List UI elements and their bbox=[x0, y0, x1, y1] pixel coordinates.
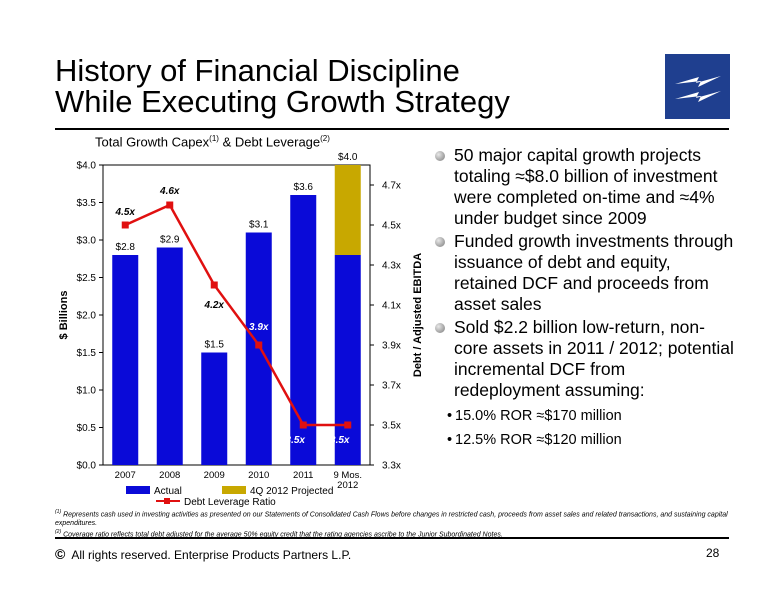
y-tick-label: $3.5 bbox=[77, 198, 97, 209]
bullet-dot-icon bbox=[435, 323, 445, 333]
x-tick-label: 2008 bbox=[159, 470, 180, 481]
bar-projected bbox=[334, 165, 361, 255]
header-divider bbox=[55, 128, 729, 130]
y-tick-label: $2.5 bbox=[77, 273, 97, 284]
sub-bullet-item: • 12.5% ROR ≈$120 million bbox=[435, 431, 735, 449]
bullet-item: Sold $2.2 billion low-return, non-core a… bbox=[435, 317, 735, 401]
footnote-1: (1) Represents cash used in investing ac… bbox=[55, 508, 735, 528]
line-data-label: 4.6x bbox=[159, 186, 180, 197]
bar-data-label: $1.5 bbox=[205, 340, 225, 351]
y-right-axis-title: Debt / Adjusted EBITDA bbox=[412, 253, 424, 377]
bullet-text: Funded growth investments through issuan… bbox=[454, 231, 734, 314]
copyright-symbol: © bbox=[55, 546, 66, 562]
line-data-label: 4.5x bbox=[115, 207, 136, 218]
bar-actual bbox=[156, 247, 183, 465]
line-point bbox=[166, 201, 174, 209]
bullet-item: Funded growth investments through issuan… bbox=[435, 231, 735, 315]
y-right-tick-label: 4.5x bbox=[382, 221, 401, 232]
bar-actual bbox=[290, 195, 317, 465]
legend-swatch-line-marker bbox=[164, 498, 170, 504]
y-tick-label: $1.5 bbox=[77, 348, 97, 359]
footnote-text: Coverage ratio reflects total debt adjus… bbox=[61, 531, 503, 539]
chart-title-text-2: & Debt Leverage bbox=[218, 134, 321, 150]
line-point bbox=[210, 281, 218, 289]
line-data-label: 3.9x bbox=[249, 322, 269, 333]
sub-bullet-text: 12.5% ROR ≈$120 million bbox=[455, 432, 622, 448]
chart-title-footnote-2: (2) bbox=[320, 134, 330, 143]
sub-bullet-text: 15.0% ROR ≈$170 million bbox=[455, 408, 622, 424]
y-tick-label: $1.0 bbox=[77, 386, 97, 397]
bar-data-label: $4.0 bbox=[338, 152, 358, 163]
lightning-bolt-logo-icon bbox=[675, 76, 721, 102]
y-tick-label: $4.0 bbox=[77, 161, 97, 172]
chart-title: Total Growth Capex(1) & Debt Leverage(2) bbox=[95, 134, 330, 149]
y-right-tick-label: 3.5x bbox=[382, 421, 401, 432]
bullet-text: Sold $2.2 billion low-return, non-core a… bbox=[454, 317, 734, 400]
line-point bbox=[121, 221, 129, 229]
bullet-list: 50 major capital growth projects totalin… bbox=[435, 145, 735, 455]
company-logo bbox=[665, 54, 730, 119]
footnote-mark: (1) bbox=[55, 509, 62, 515]
y-right-tick-label: 3.9x bbox=[382, 341, 401, 352]
bar-data-label: $2.8 bbox=[116, 242, 136, 253]
page-title-line1: History of Financial Discipline bbox=[55, 53, 460, 88]
sub-bullet-item: • 15.0% ROR ≈$170 million bbox=[435, 407, 735, 425]
x-tick-label: 2007 bbox=[115, 470, 136, 481]
legend-label-actual: Actual bbox=[154, 486, 182, 497]
legend-label-line: Debt Leverage Ratio bbox=[184, 497, 276, 508]
x-tick-label: 2010 bbox=[248, 470, 269, 481]
page-title-line2: While Executing Growth Strategy bbox=[55, 84, 510, 119]
y-right-tick-label: 4.1x bbox=[382, 301, 401, 312]
bullet-dot-icon bbox=[435, 237, 445, 247]
line-point bbox=[255, 341, 263, 349]
chart-title-footnote-1: (1) bbox=[209, 134, 219, 143]
footnote-mark: (2) bbox=[55, 529, 62, 536]
legend-label-projected: 4Q 2012 Projected bbox=[250, 486, 333, 497]
bar-data-label: $3.1 bbox=[249, 220, 269, 231]
y-right-tick-label: 4.7x bbox=[382, 181, 401, 192]
x-tick-label: 9 Mos. 2012 bbox=[333, 470, 362, 491]
copyright-text: All rights reserved. Enterprise Products… bbox=[71, 548, 352, 562]
footnotes: (1) Represents cash used in investing ac… bbox=[55, 508, 735, 540]
legend-swatch-actual bbox=[126, 486, 150, 494]
bullet-item: 50 major capital growth projects totalin… bbox=[435, 145, 735, 229]
page-title: History of Financial Discipline While Ex… bbox=[55, 55, 510, 117]
y-tick-label: $2.0 bbox=[77, 311, 97, 322]
copyright: © All rights reserved. Enterprise Product… bbox=[55, 546, 351, 562]
line-point bbox=[344, 421, 352, 429]
y-tick-label: $3.0 bbox=[77, 236, 97, 247]
footnote-text: Represents cash used in investing activi… bbox=[55, 511, 728, 527]
chart-title-text: Total Growth Capex bbox=[95, 134, 210, 150]
sub-bullet-dot-icon: • bbox=[447, 408, 453, 424]
y-right-tick-label: 4.3x bbox=[382, 261, 401, 272]
y-right-tick-label: 3.7x bbox=[382, 381, 401, 392]
bar-actual bbox=[112, 255, 139, 465]
line-data-label: 3.5x bbox=[330, 435, 350, 446]
bar-actual bbox=[201, 352, 228, 465]
bar-actual bbox=[245, 232, 272, 465]
page-number: 28 bbox=[706, 546, 720, 560]
bullet-dot-icon bbox=[435, 151, 445, 161]
x-tick-label: 2009 bbox=[204, 470, 225, 481]
y-tick-label: $0.5 bbox=[77, 423, 97, 434]
line-data-label: 3.5x bbox=[286, 435, 306, 446]
line-data-label: 4.2x bbox=[204, 300, 225, 311]
sub-bullet-dot-icon: • bbox=[447, 432, 453, 448]
bar-data-label: $2.9 bbox=[160, 235, 180, 246]
y-axis-title: $ Billions bbox=[58, 291, 70, 340]
y-tick-label: $0.0 bbox=[77, 461, 97, 472]
bar-data-label: $3.6 bbox=[294, 182, 314, 193]
x-tick-label: 2011 bbox=[293, 470, 313, 481]
bar-actual bbox=[334, 255, 361, 465]
y-right-tick-label: 3.3x bbox=[382, 461, 401, 472]
bullet-text: 50 major capital growth projects totalin… bbox=[454, 145, 718, 228]
footnote-2: (2) Coverage ratio reflects total debt a… bbox=[55, 528, 735, 540]
series-line-debt-leverage bbox=[124, 203, 348, 427]
legend-swatch-projected bbox=[222, 486, 246, 494]
line-point bbox=[299, 421, 307, 429]
footer-divider bbox=[55, 537, 729, 539]
